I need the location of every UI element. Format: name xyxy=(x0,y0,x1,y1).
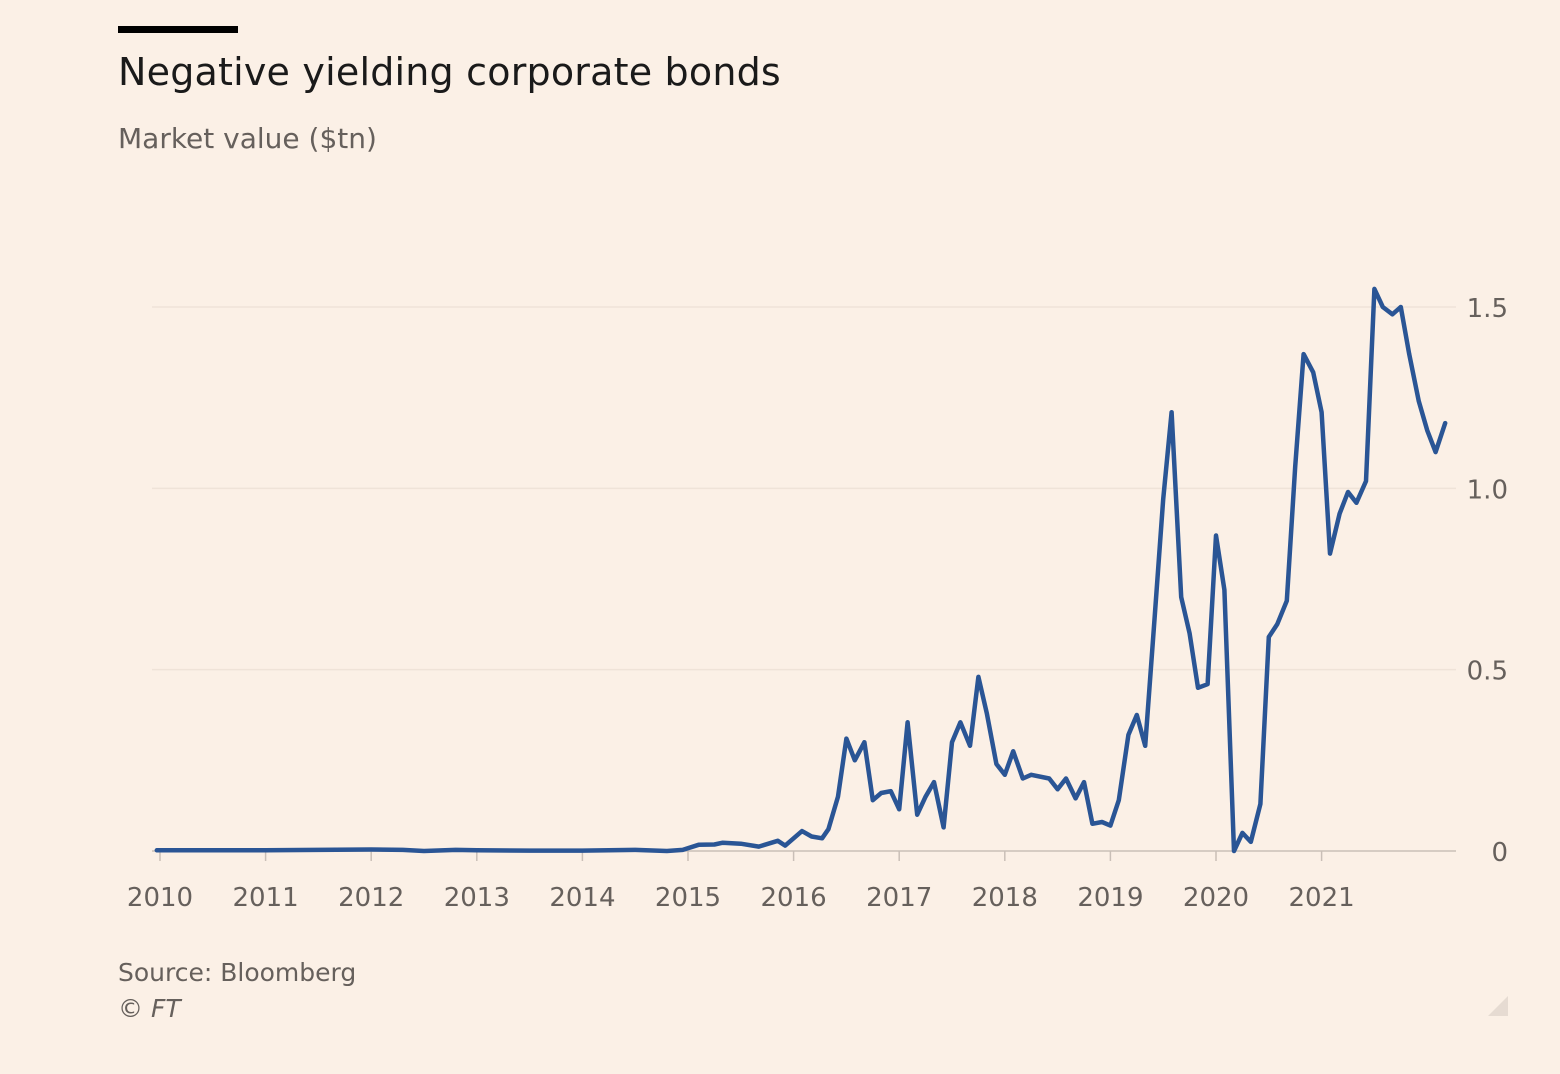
x-tick-label: 2016 xyxy=(761,883,827,913)
series-layer xyxy=(154,286,1448,854)
resize-grip-icon xyxy=(1488,996,1508,1016)
x-tick-label: 2011 xyxy=(233,883,299,913)
x-tick-label: 2014 xyxy=(549,883,615,913)
x-tick-label: 2020 xyxy=(1183,883,1249,913)
title-accent-bar xyxy=(118,26,238,33)
x-tick-label: 2017 xyxy=(866,883,932,913)
x-tick-label: 2010 xyxy=(127,883,193,913)
series-line xyxy=(154,286,1448,854)
source-note: Source: Bloomberg xyxy=(118,958,357,987)
x-tick-label: 2019 xyxy=(1077,883,1143,913)
x-tick-label: 2018 xyxy=(972,883,1038,913)
y-tick-label: 1.0 xyxy=(1467,475,1508,505)
axis-layer: 0 0.5 1.0 1.5 2010 2011 2012 2013 2014 2015 2016 20… xyxy=(127,294,1508,913)
y-tick-label: 1.5 xyxy=(1467,294,1508,324)
copyright-note: © FT xyxy=(118,994,181,1023)
x-tick-label: 2012 xyxy=(338,883,404,913)
x-tick-label: 2021 xyxy=(1289,883,1355,913)
y-tick-label: 0.5 xyxy=(1467,657,1508,687)
chart-subtitle: Market value ($tn) xyxy=(118,122,377,155)
chart-title: Negative yielding corporate bonds xyxy=(118,50,781,94)
x-tick-label: 2013 xyxy=(444,883,510,913)
y-tick-label: 0 xyxy=(1491,838,1508,868)
x-tick-label: 2015 xyxy=(655,883,721,913)
